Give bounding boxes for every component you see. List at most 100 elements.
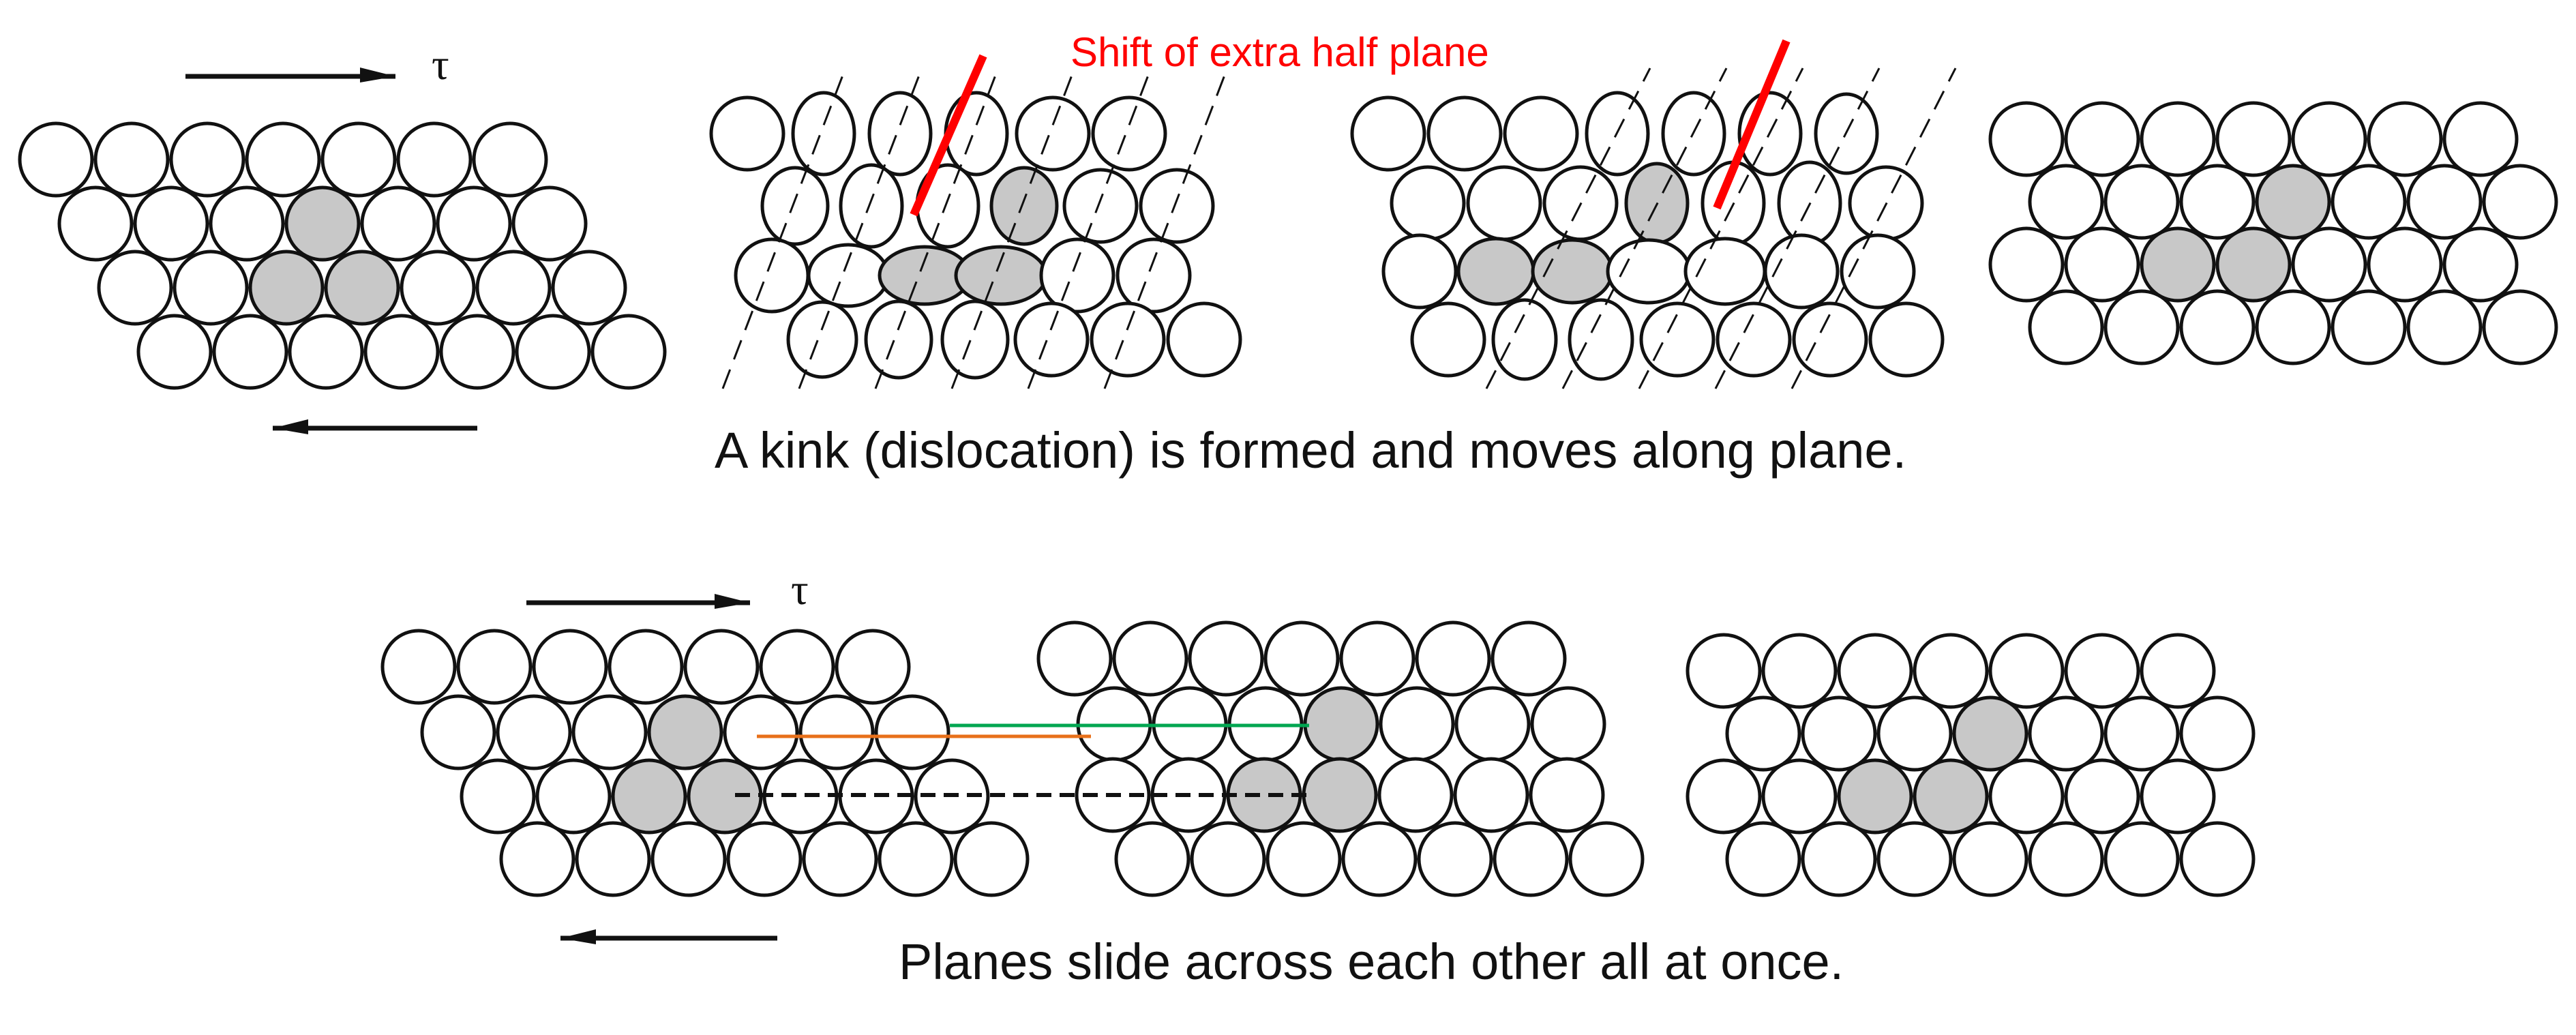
atom [590, 314, 667, 390]
atom [762, 758, 839, 835]
atom [1491, 298, 1558, 381]
atom [1761, 633, 1838, 709]
atom [511, 185, 588, 262]
atom [515, 314, 591, 390]
highlighted-atom [989, 166, 1059, 246]
lattice-bottom-panel-1 [380, 629, 1030, 897]
lattice-top-panel-2 [709, 54, 1242, 389]
atom [2179, 164, 2256, 240]
slip-trace-dashed-line [798, 68, 923, 389]
atom [608, 629, 684, 705]
atom [1868, 301, 1945, 378]
atom [472, 121, 548, 198]
lattice-top-panel-1 [18, 121, 667, 390]
highlighted-atom [1456, 237, 1536, 306]
slip-trace-dashed-line [1791, 68, 1957, 389]
atom [1114, 821, 1190, 897]
atom [1530, 686, 1606, 762]
atom [1952, 821, 2028, 897]
atom [944, 91, 1009, 177]
atom [436, 185, 512, 262]
atom [2064, 101, 2140, 177]
atom [1988, 101, 2065, 177]
atom [726, 821, 803, 897]
atom [2140, 758, 2216, 835]
atom [2179, 821, 2256, 897]
atom [802, 821, 878, 897]
atom [535, 758, 612, 835]
atom [2406, 164, 2483, 240]
atom [1763, 233, 1840, 310]
highlighted-atom [1952, 695, 2028, 772]
atom [1377, 757, 1454, 833]
atom [380, 629, 457, 705]
atom [169, 121, 245, 198]
highlighted-atom [1837, 758, 1913, 835]
highlighted-atom [1531, 238, 1614, 305]
atom [1568, 821, 1645, 897]
atom [2140, 101, 2216, 177]
atom [1840, 233, 1916, 310]
atom [2291, 226, 2367, 303]
atom [835, 629, 911, 705]
atom [18, 121, 94, 198]
atom [2028, 821, 2104, 897]
highlighted-atom [647, 694, 723, 770]
atom [1265, 821, 1342, 897]
slip-trace-dashed-line [721, 68, 847, 389]
atom [760, 166, 830, 246]
atom [1725, 695, 1801, 772]
atom [1039, 237, 1115, 314]
atom [1988, 226, 2065, 303]
slip-trace-dashed-line [1485, 68, 1651, 389]
atom [709, 95, 785, 172]
atom [2291, 101, 2367, 177]
atom [1115, 237, 1192, 314]
atom [1190, 821, 1266, 897]
atom [759, 629, 835, 705]
atom [1139, 168, 1215, 244]
atom [1417, 821, 1493, 897]
atom [1529, 757, 1605, 833]
atom [874, 694, 950, 770]
atom [57, 185, 134, 262]
highlighted-atom [284, 185, 361, 262]
atom [650, 821, 727, 897]
highlighted-atom [1302, 757, 1378, 833]
atom [2064, 226, 2140, 303]
atom [136, 314, 213, 390]
slip-trace-dashed-line [1561, 68, 1728, 389]
atom [867, 91, 933, 177]
atom [2179, 289, 2256, 365]
atom [363, 314, 440, 390]
atom [791, 91, 856, 177]
highlighted-atom [248, 250, 325, 326]
atom [532, 629, 608, 705]
atom [551, 250, 627, 326]
atom [288, 314, 364, 390]
highlighted-atom [1913, 758, 1989, 835]
atom [786, 300, 858, 379]
atom [439, 314, 515, 390]
atom [1454, 686, 1531, 762]
atom [1639, 301, 1716, 378]
atom [1686, 758, 1762, 835]
atom [133, 185, 209, 262]
atom [2064, 633, 2140, 709]
atom [2367, 101, 2443, 177]
atom [2482, 164, 2558, 240]
atom [2028, 164, 2104, 240]
slip-trace-dashed-line [1638, 68, 1804, 389]
shear-stress-symbol-bottom: τ [791, 565, 809, 614]
atom [456, 629, 533, 705]
atom [1913, 633, 1989, 709]
atom [1341, 821, 1418, 897]
atom [1988, 758, 2065, 835]
atom [878, 821, 954, 897]
highlighted-atom [2255, 164, 2331, 240]
arrow-head [360, 68, 395, 82]
atom [97, 250, 173, 326]
shear-arrow-bottom-left [560, 929, 777, 944]
atom [953, 821, 1030, 897]
shear-stress-symbol-top: τ [432, 40, 449, 89]
